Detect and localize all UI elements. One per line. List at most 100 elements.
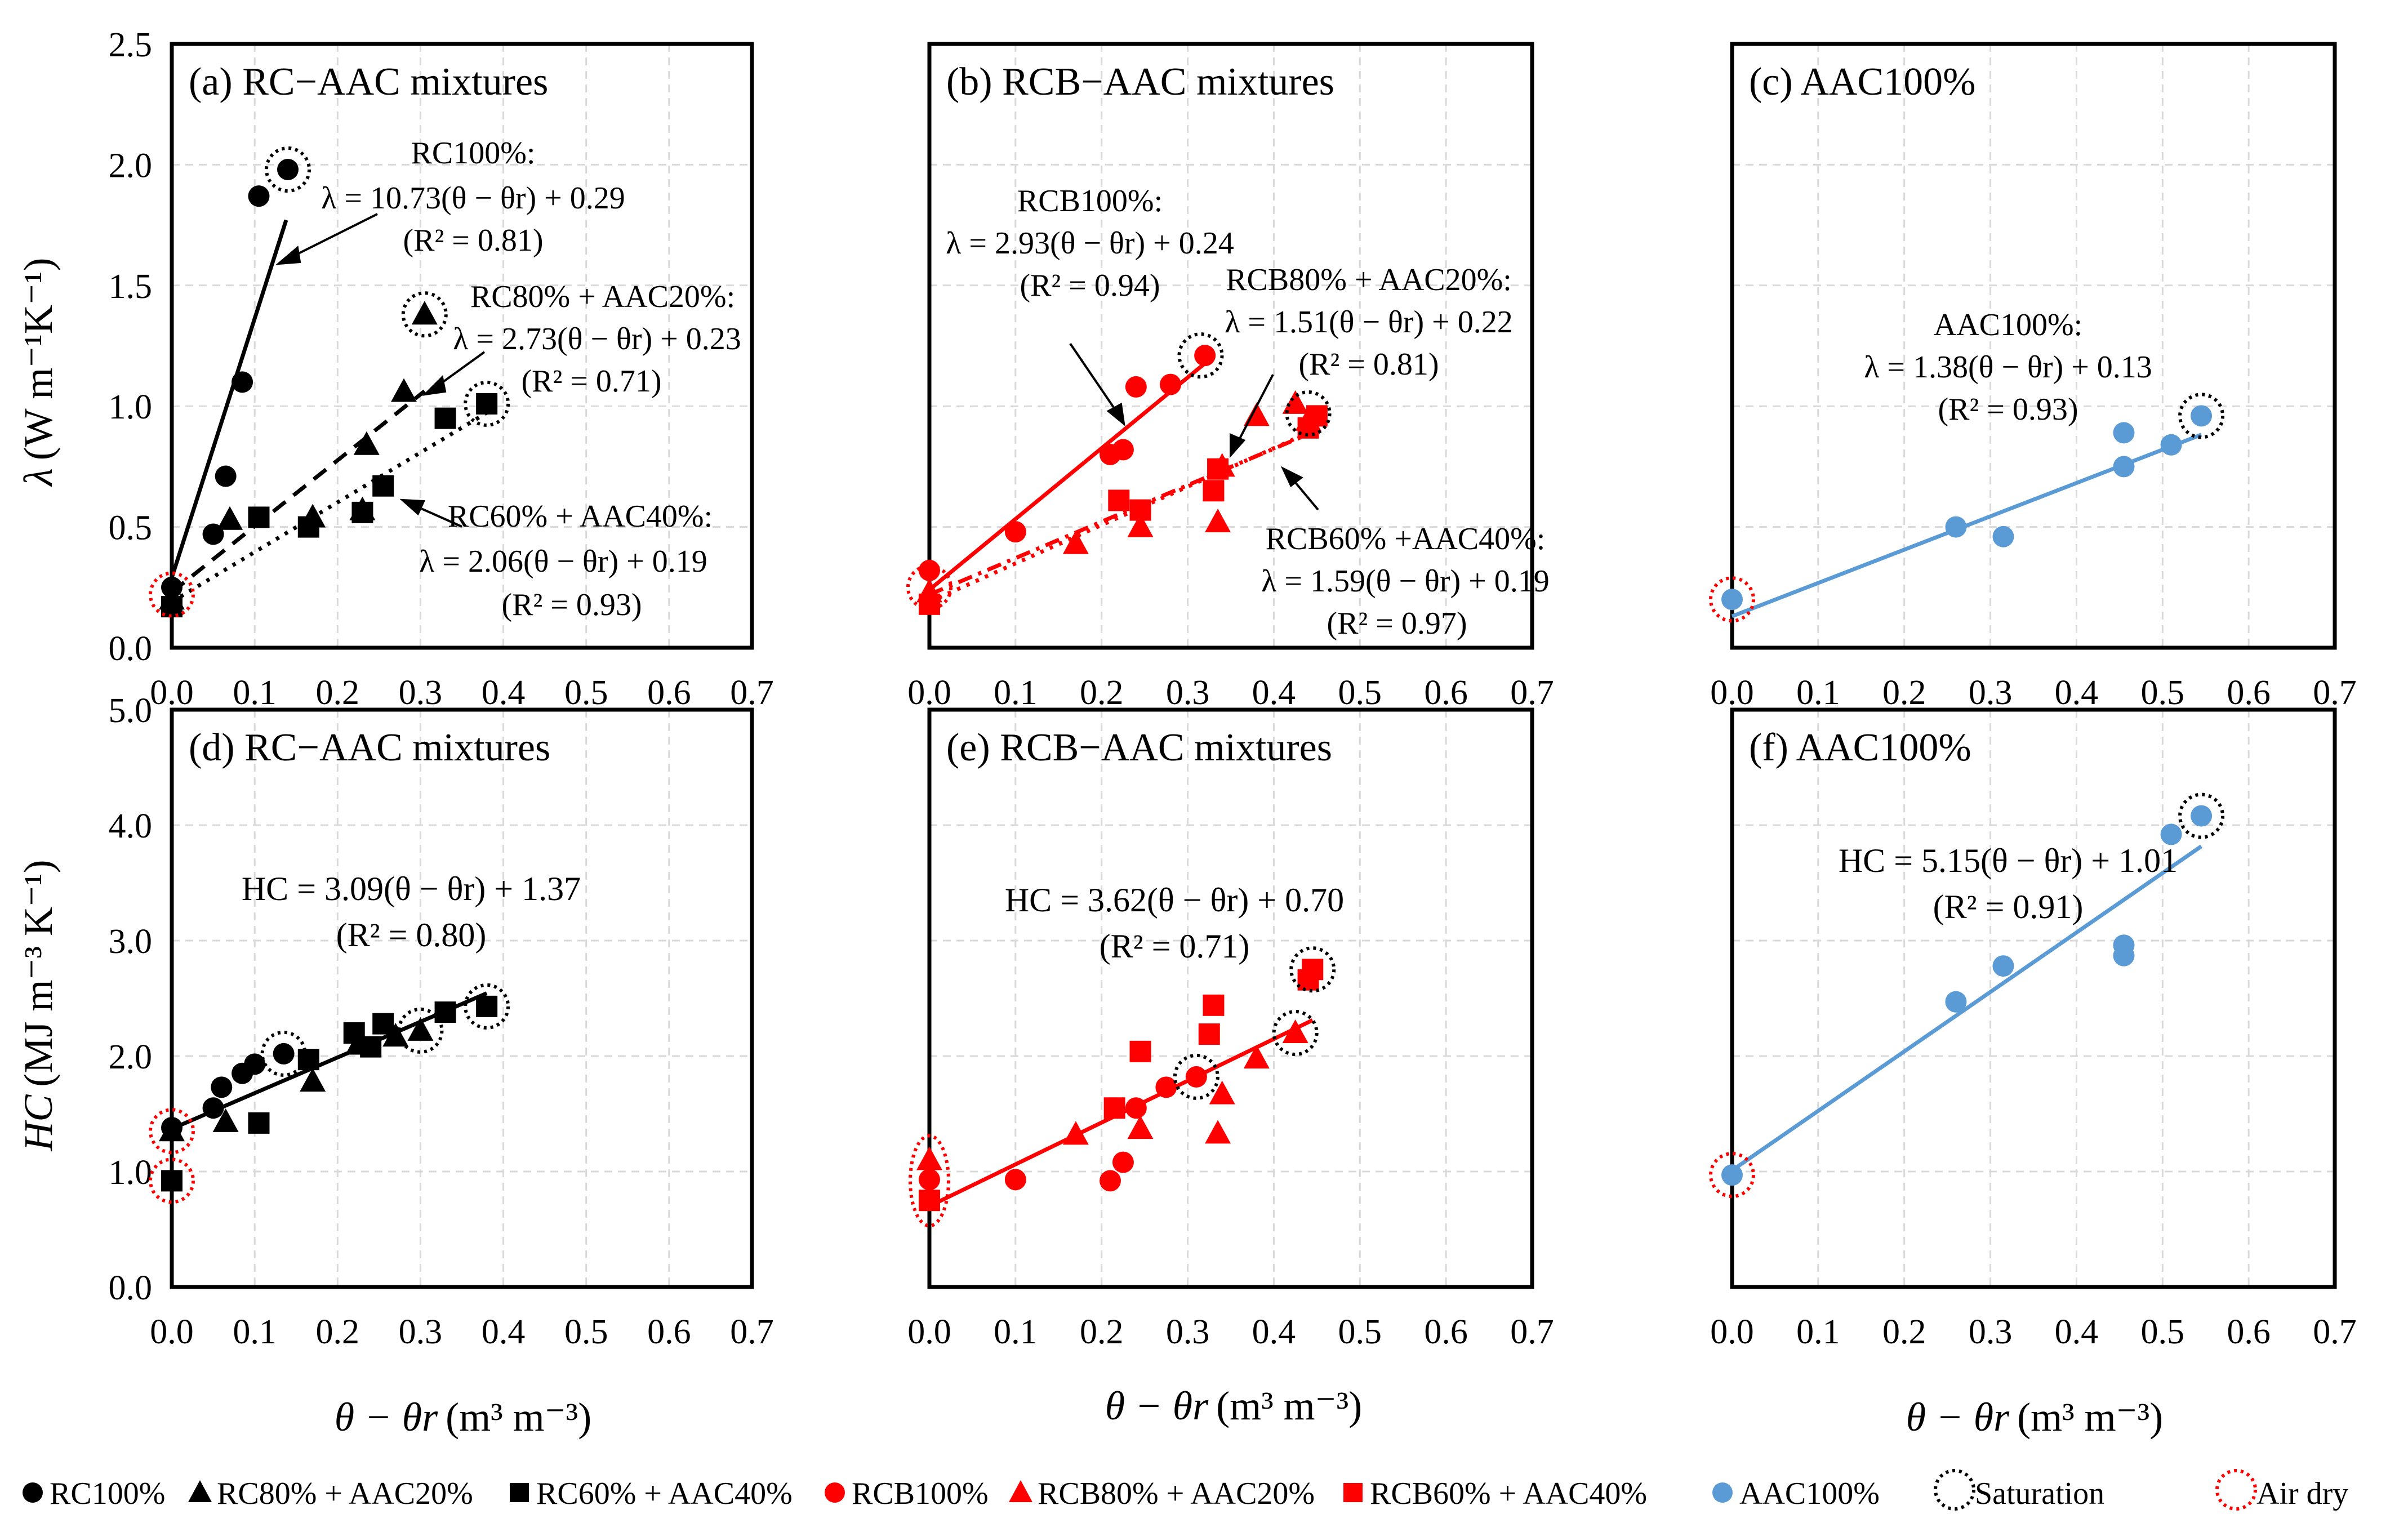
legend-label: RCB100% [852, 1476, 989, 1511]
data-point [1243, 1045, 1270, 1069]
plot-frame [1730, 42, 2337, 650]
annotations-e: HC = 3.62(θ − θr) + 0.70 (R² = 0.71) [1005, 881, 1344, 965]
x-tick-label: 0.5 [2141, 674, 2185, 712]
annotation-r2: (R² = 0.80) [336, 916, 487, 954]
data-point [1207, 458, 1229, 480]
x-tick-label: 0.4 [1252, 674, 1296, 712]
plot-frame [170, 707, 754, 1289]
annotation-arrows-b [1069, 342, 1319, 511]
y-tick-label: 0.0 [109, 630, 153, 668]
data-point [1209, 1080, 1235, 1105]
x-tick-label: 0.4 [1252, 1313, 1296, 1351]
fit-line [170, 219, 288, 578]
data-point [215, 465, 237, 487]
x-tick-label: 0.3 [1969, 674, 2013, 712]
saturation-ring [464, 983, 510, 1030]
data-point [212, 1108, 239, 1132]
x-tick-label: 0.0 [150, 1313, 194, 1351]
x-tick-label: 0.5 [564, 674, 608, 712]
y-tick-label: 1.5 [109, 268, 153, 306]
data-point [277, 158, 299, 180]
data-point [1194, 345, 1216, 367]
data-point [2113, 422, 2135, 444]
saturation-ring [1173, 1053, 1219, 1100]
plot-area [1732, 710, 2335, 1287]
panel-title: (f) AAC100% [1749, 726, 1971, 769]
data-point [161, 1170, 183, 1192]
x-tick-label: 0.5 [1338, 1313, 1382, 1351]
y-tick-label: 1.0 [109, 388, 153, 426]
saturation-ring [397, 1007, 444, 1054]
x-tick-label: 0.1 [994, 674, 1038, 712]
legend-item: Air dry [2215, 1469, 2348, 1511]
annotation-equation: λ = 2.73(θ − θr) + 0.23 [453, 322, 741, 357]
annotation-r2: (R² = 0.71) [521, 364, 661, 399]
annotation-r2: (R² = 0.81) [1298, 347, 1439, 382]
legend-item: AAC100% [1712, 1476, 1880, 1511]
x-tick-label: 0.6 [1424, 674, 1468, 712]
annotation-r2: (R² = 0.97) [1327, 606, 1467, 641]
plot-area [172, 710, 752, 1287]
data-point [1108, 489, 1130, 511]
saturation-ring [464, 380, 510, 427]
data-point [1282, 1019, 1308, 1043]
svg-text:HC(MJ m⁻³ K⁻¹): HC(MJ m⁻³ K⁻¹) [16, 859, 61, 1151]
x-tick-label: 0.5 [2141, 1313, 2185, 1351]
x-tick-label: 0.1 [233, 1313, 277, 1351]
annotation-r2: (R² = 0.93) [501, 587, 642, 622]
legend-item: Saturation [1934, 1469, 2104, 1511]
data-point [1129, 1040, 1151, 1062]
legend-marker [510, 1483, 529, 1502]
data-point [1062, 530, 1089, 554]
y-tick-label: 0.5 [109, 509, 153, 547]
data-point [372, 475, 394, 497]
plot-frame [1730, 707, 2337, 1289]
data-point [1103, 1097, 1125, 1119]
data-point [248, 1112, 270, 1134]
data-point [1721, 589, 1743, 611]
y-tick-label: 0.0 [109, 1269, 153, 1307]
data-point [2113, 456, 2135, 478]
panel-title: (e) RCB−AAC mixtures [946, 726, 1332, 769]
annotation-arrows-a [275, 213, 486, 528]
data-point [2160, 823, 2182, 845]
data-point [407, 1017, 434, 1041]
data-point [217, 506, 243, 530]
data-point [1203, 480, 1225, 502]
legend-item: RC80% + AAC20% [188, 1476, 473, 1511]
data-point [434, 407, 456, 429]
x-axis-label-e: θ − θr (m³ m⁻³) [1105, 1383, 1362, 1428]
x-tick-label: 0.7 [2313, 674, 2357, 712]
legend-label: RC80% + AAC20% [217, 1476, 473, 1511]
data-point [476, 995, 498, 1017]
annotation-name: RCB80% + AAC20%: [1226, 262, 1512, 297]
x-tick-label: 0.7 [1510, 1313, 1554, 1351]
data-point [1945, 516, 1967, 538]
x-tick-label: 0.2 [1882, 1313, 1926, 1351]
x-tick-label: 0.0 [1710, 1313, 1754, 1351]
x-tick-label: 0.0 [907, 1313, 951, 1351]
airdry-ring [1709, 576, 1755, 623]
data-point [360, 1036, 382, 1058]
data-point [1127, 513, 1154, 537]
annotation-equation: λ = 2.06(θ − θr) + 0.19 [419, 544, 707, 579]
x-tick-label: 0.2 [1080, 674, 1124, 712]
x-tick-label: 0.0 [1710, 674, 1754, 712]
data-point [1205, 509, 1231, 533]
annotation-name: RC80% + AAC20%: [470, 279, 735, 314]
saturation-ring [1177, 332, 1224, 379]
x-tick-label: 0.4 [482, 1313, 526, 1351]
data-point [159, 1117, 185, 1142]
data-point [1302, 959, 1324, 981]
data-point [297, 516, 319, 538]
data-point [248, 506, 270, 528]
y-tick-label: 4.0 [109, 807, 153, 845]
data-point [1100, 1170, 1121, 1192]
x-tick-label: 0.3 [1969, 1313, 2013, 1351]
data-point [211, 1076, 233, 1098]
svg-text:λ(W m⁻¹K⁻¹): λ(W m⁻¹K⁻¹) [16, 258, 61, 487]
x-tick-label: 0.6 [647, 1313, 691, 1351]
legend-marker [1009, 1480, 1032, 1502]
data-point [1160, 373, 1181, 395]
